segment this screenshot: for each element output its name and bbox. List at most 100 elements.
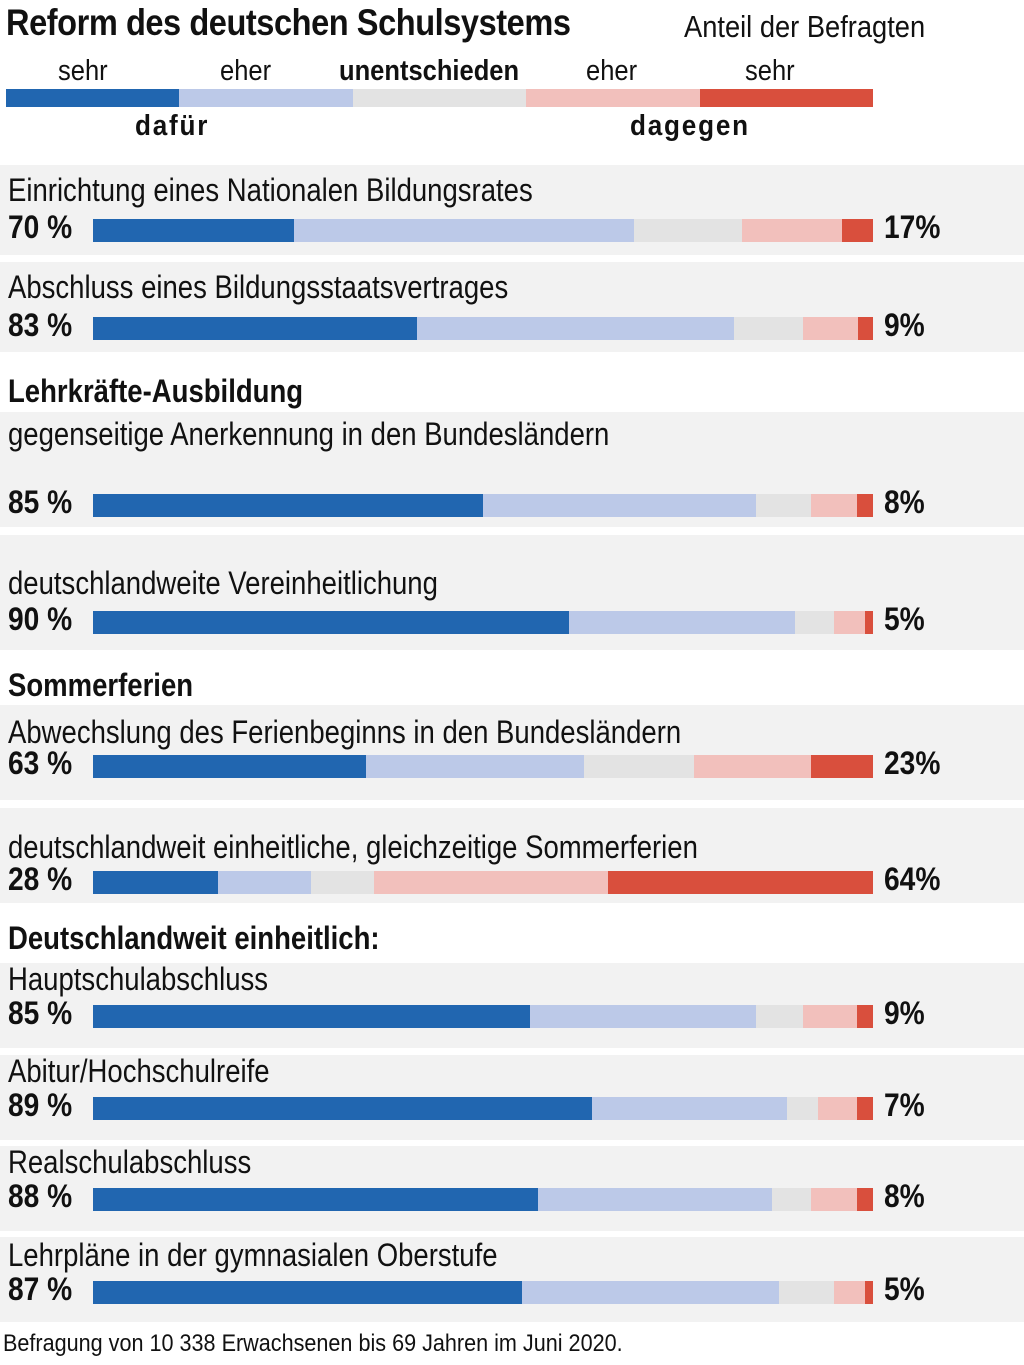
against-total-label: 8% <box>884 484 925 520</box>
segment-undecided <box>756 494 811 517</box>
legend-label-rather-for: eher <box>220 55 272 87</box>
against-total-label: 5% <box>884 601 925 637</box>
segment-strong-against <box>857 317 873 340</box>
legend-swatch-undecided <box>352 89 527 107</box>
segment-strong-for <box>93 755 366 778</box>
segment-strong-against <box>810 755 873 778</box>
row-label: deutschlandweite Vereinheitlichung <box>8 565 438 601</box>
for-total-label: 89 % <box>8 1087 73 1123</box>
against-total-label: 8% <box>884 1178 925 1214</box>
segment-rather-against <box>834 611 866 634</box>
segment-strong-against <box>865 611 873 634</box>
segment-strong-against <box>857 1097 873 1120</box>
segment-strong-for <box>93 611 569 634</box>
legend-swatch-rather-for <box>179 89 353 107</box>
against-total-label: 7% <box>884 1087 925 1123</box>
row-label: Einrichtung eines Nationalen Bildungsrat… <box>8 172 533 208</box>
segment-rather-against <box>693 755 811 778</box>
row-label: Abschluss eines Bildungsstaatsvertrages <box>8 269 509 305</box>
row-label: Abwechslung des Ferienbeginns in den Bun… <box>8 714 682 750</box>
section-heading: Deutschlandweit einheitlich: <box>8 920 380 956</box>
for-total-label: 83 % <box>8 307 73 343</box>
segment-strong-for <box>93 1188 538 1211</box>
segment-rather-for <box>417 317 734 340</box>
row-label: Lehrpläne in der gymnasialen Oberstufe <box>8 1237 498 1273</box>
for-total-label: 88 % <box>8 1178 73 1214</box>
against-total-label: 5% <box>884 1271 925 1307</box>
segment-strong-for <box>93 219 294 242</box>
segment-undecided <box>756 1005 803 1028</box>
segment-strong-for <box>93 1005 530 1028</box>
chart-subtitle: Anteil der Befragten <box>684 9 926 44</box>
legend-group-for: dafür <box>135 110 210 142</box>
segment-rather-for <box>592 1097 788 1120</box>
section-heading: Sommerferien <box>8 667 194 703</box>
segment-undecided <box>771 1188 811 1211</box>
segment-rather-for <box>293 219 634 242</box>
for-total-label: 85 % <box>8 484 73 520</box>
segment-undecided <box>733 317 804 340</box>
segment-strong-for <box>93 494 483 517</box>
segment-undecided <box>584 755 694 778</box>
legend-label-strong-against: sehr <box>745 55 795 87</box>
for-total-label: 87 % <box>8 1271 73 1307</box>
row-label: Realschulabschluss <box>8 1144 252 1180</box>
segment-undecided <box>779 1281 834 1304</box>
segment-strong-against <box>857 494 873 517</box>
legend-label-rather-against: eher <box>586 55 638 87</box>
row-label: Hauptschulabschluss <box>8 961 269 997</box>
segment-undecided <box>787 1097 819 1120</box>
segment-rather-for <box>483 494 756 517</box>
legend-label-strong-for: sehr <box>58 55 108 87</box>
segment-strong-against <box>865 1281 873 1304</box>
against-total-label: 9% <box>884 307 925 343</box>
segment-strong-for <box>93 317 418 340</box>
row-label: gegenseitige Anerkennung in den Bundeslä… <box>8 416 610 452</box>
against-total-label: 17% <box>884 209 941 245</box>
segment-rather-against <box>834 1281 866 1304</box>
segment-rather-against <box>373 871 608 894</box>
segment-undecided <box>633 219 742 242</box>
legend-swatch-strong-for <box>6 89 180 107</box>
footnote: Befragung von 10 338 Erwachsenen bis 69 … <box>3 1330 623 1357</box>
segment-rather-for <box>522 1281 780 1304</box>
segment-undecided <box>795 611 834 634</box>
segment-rather-against <box>741 219 843 242</box>
segment-rather-against <box>818 1097 858 1120</box>
row-background <box>0 705 1024 800</box>
for-total-label: 63 % <box>8 745 73 781</box>
segment-rather-for <box>366 755 585 778</box>
segment-strong-for <box>93 1097 593 1120</box>
row-background <box>0 1237 1024 1322</box>
segment-strong-for <box>93 1281 522 1304</box>
segment-rather-for <box>568 611 795 634</box>
segment-rather-against <box>810 1188 858 1211</box>
segment-rather-for <box>537 1188 772 1211</box>
segment-rather-against <box>802 1005 858 1028</box>
segment-rather-for <box>529 1005 756 1028</box>
legend-swatch-strong-against <box>699 89 873 107</box>
segment-rather-against <box>810 494 858 517</box>
section-heading: Lehrkräfte-Ausbildung <box>8 373 304 409</box>
for-total-label: 28 % <box>8 861 73 897</box>
segment-rather-against <box>803 317 858 340</box>
segment-strong-against <box>607 871 873 894</box>
segment-strong-against <box>857 1188 873 1211</box>
segment-rather-for <box>217 871 312 894</box>
segment-strong-against <box>857 1005 873 1028</box>
legend-group-against: dagegen <box>630 110 750 142</box>
row-label: Abitur/Hochschulreife <box>8 1053 270 1089</box>
for-total-label: 70 % <box>8 209 73 245</box>
against-total-label: 23% <box>884 745 941 781</box>
for-total-label: 85 % <box>8 995 73 1031</box>
segment-strong-against <box>842 219 873 242</box>
against-total-label: 64% <box>884 861 941 897</box>
legend-label-undecided: unentschieden <box>339 55 520 87</box>
for-total-label: 90 % <box>8 601 73 637</box>
row-label: deutschlandweit einheitliche, gleichzeit… <box>8 829 698 865</box>
segment-strong-for <box>93 871 218 894</box>
against-total-label: 9% <box>884 995 925 1031</box>
legend-swatch-rather-against <box>526 89 700 107</box>
chart-title: Reform des deutschen Schulsystems <box>6 2 571 43</box>
segment-undecided <box>311 871 374 894</box>
